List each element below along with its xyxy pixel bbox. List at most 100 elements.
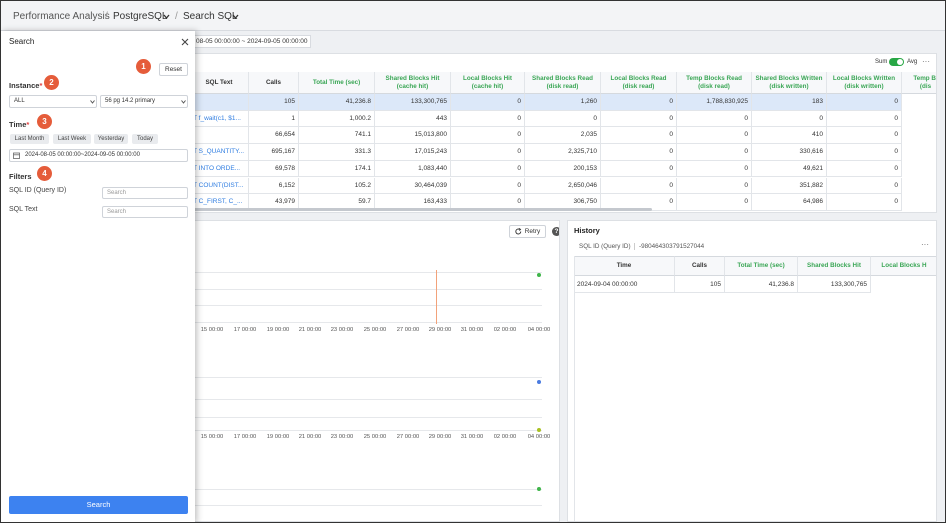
table-cell: 15,013,800 [375,127,451,145]
chevron-icon [90,100,95,104]
search-button[interactable]: Search [9,496,188,514]
field-label: Filters [9,172,32,181]
sql-text-cell[interactable]: T f_wait(c1, $1... [190,110,249,128]
header [1,1,945,31]
time-preset-button[interactable]: Last Month [10,134,49,144]
table-cell: 0 [601,110,677,128]
table-cell: 1 [249,110,299,128]
breadcrumb-item[interactable]: Search SQL [183,11,238,22]
column-header[interactable]: Temp Bl (dis [902,72,936,94]
column-header[interactable]: Shared Blocks Written (disk written) [752,72,827,94]
table-cell: 1,000.2 [299,110,375,128]
table-cell: 410 [752,127,827,145]
reset-button[interactable]: Reset [159,63,188,76]
column-header[interactable]: Temp Blocks Read (disk read) [677,72,752,94]
sql-table-card: Sum Avg ··· SQL Text Calls Total Time (sec) Sh… [189,53,937,213]
column-header[interactable]: Time [574,256,675,276]
header-subtitle: (disk read) [546,82,579,90]
search-panel [1,31,195,522]
instance-select[interactable]: 56 pg 14.2 primary [100,95,188,108]
chevron-icon [163,14,170,20]
instance-select[interactable]: ALL [9,95,97,108]
filter-input[interactable]: Search [102,206,188,218]
table-cell: 6,152 [249,177,299,195]
time-preset-button[interactable]: Yesterday [94,134,128,144]
retry-icon [515,228,522,235]
column-header[interactable]: Shared Blocks Read (disk read) [525,72,601,94]
grid-line [190,505,542,506]
x-axis-label: 04 00:00 [527,434,551,440]
sum-toggle-label[interactable]: Sum [875,59,888,65]
breadcrumb-item[interactable]: Performance Analysis [13,11,110,22]
table-cell: 0 [677,110,752,128]
series-dot [537,487,541,491]
table-cell: 200,153 [525,160,601,178]
column-header[interactable]: Local Blocks Read (disk read) [601,72,677,94]
table-cell: 0 [451,177,525,195]
retry-button[interactable]: Retry [509,225,546,238]
close-icon[interactable] [181,38,189,46]
table-cell: 105 [675,276,725,293]
horizontal-scrollbar [192,208,652,211]
x-axis-label: 15 00:00 [200,434,224,440]
filter-input[interactable]: Search [102,187,188,199]
grid-line [190,322,542,323]
table-cell: 695,167 [249,144,299,161]
table-cell: 174.1 [299,160,375,178]
column-header[interactable]: Local Blocks Written (disk written) [827,72,902,94]
time-preset-button[interactable]: Today [132,134,158,144]
column-header[interactable]: SQL Text [190,72,249,94]
table-cell: 741.1 [299,127,375,145]
header-title: Shared Blocks Written [755,74,823,82]
grid-line [190,305,542,306]
more-menu[interactable]: ··· [922,57,930,66]
sql-text-cell[interactable] [190,127,249,145]
column-header[interactable]: Total Time (sec) [725,256,798,276]
table-cell: 2024-09-04 00:00:00 [574,276,675,293]
avg-toggle-label[interactable]: Avg [907,59,918,65]
history-title: History [574,226,600,235]
chevron-icon [181,100,186,104]
table-cell: 0 [752,110,827,128]
header-subtitle: (cache hit) [471,82,504,90]
sql-text-cell[interactable]: T INTO ORDE... [190,160,249,178]
sql-text-cell[interactable]: T S_QUANTITY... [190,144,249,161]
date-range-bar[interactable]: 08-05 00:00:00 ~ 2024-09-05 00:00:00 [191,35,311,48]
table-cell: 0 [827,144,902,161]
grid-line [190,399,542,400]
column-header[interactable]: Local Blocks H [871,256,936,276]
table-cell: 183 [752,94,827,111]
table-cell: 443 [375,110,451,128]
required-mark: * [26,120,30,129]
column-header[interactable]: Local Blocks Hit (cache hit) [451,72,525,94]
column-header[interactable]: Total Time (sec) [299,72,375,94]
column-header[interactable]: Calls [249,72,299,94]
calendar-icon [13,152,20,159]
toggle-knob [897,59,903,65]
time-range-input[interactable]: 2024-08-05 00:00:00~2024-09-05 00:00:00 [9,149,188,162]
column-header[interactable]: Shared Blocks Hit (cache hit) [375,72,451,94]
breadcrumb-item[interactable]: PostgreSQL [113,11,168,22]
table-border [574,256,575,521]
table-cell: 0 [827,110,902,128]
sql-text-cell[interactable] [190,94,249,111]
label-text: Instance [9,81,40,90]
more-menu[interactable]: ··· [921,240,929,249]
step-badge: 1 [136,59,151,74]
help-icon[interactable]: ? [552,227,559,236]
series-dot [537,428,541,432]
column-header[interactable]: Shared Blocks Hit [798,256,871,276]
x-axis-label: 25 00:00 [363,434,387,440]
header-title: Temp Blocks Read [686,74,742,82]
time-preset-button[interactable]: Last Week [53,134,91,144]
table-cell: 330,616 [752,144,827,161]
x-axis-label: 25 00:00 [363,327,387,333]
header-title: Local Blocks Hit [463,74,512,82]
header-title: Total Time (sec) [312,78,361,86]
filter-label: SQL ID (Query ID) [9,187,67,194]
table-cell: 105 [249,94,299,111]
toggle-switch[interactable] [889,58,904,66]
sql-id-label: SQL ID (Query ID) [579,243,631,250]
sql-text-cell[interactable]: T COUNT(DIST... [190,177,249,195]
column-header[interactable]: Calls [675,256,725,276]
